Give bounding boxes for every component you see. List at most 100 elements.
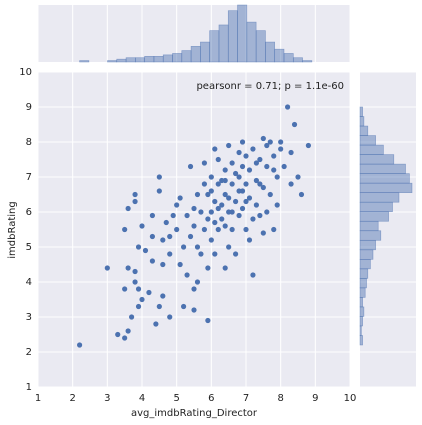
scatter-point	[222, 223, 228, 229]
histogram-bar	[274, 48, 285, 63]
histogram-bar	[283, 53, 294, 63]
scatter-point	[201, 226, 207, 233]
scatter-point	[194, 244, 201, 250]
histogram-bar	[359, 259, 371, 270]
scatter-point	[132, 191, 138, 198]
scatter-point	[295, 174, 301, 180]
histogram-bar	[359, 325, 362, 336]
scatter-point	[139, 223, 145, 229]
x-tick-label: 2	[69, 393, 75, 404]
top-marginal-bg	[38, 5, 350, 62]
scatter-point	[184, 212, 190, 219]
scatter-point	[115, 331, 121, 338]
scatter-point	[191, 205, 197, 212]
scatter-point	[205, 317, 211, 324]
histogram-bar	[359, 201, 393, 213]
scatter-point	[167, 314, 173, 320]
scatter-point	[208, 174, 214, 180]
histogram-bar	[125, 57, 136, 63]
histogram-bar	[246, 21, 257, 63]
scatter-point	[233, 198, 239, 205]
scatter-point	[219, 216, 225, 222]
scatter-point	[177, 195, 183, 201]
x-tick-label: 6	[208, 393, 214, 404]
scatter-point	[229, 181, 235, 187]
y-tick-label: 4	[26, 277, 32, 288]
scatter-point	[212, 146, 218, 152]
y-axis-label: imdbRating	[7, 201, 18, 258]
y-tick-label: 10	[19, 67, 32, 78]
scatter-point	[250, 216, 256, 222]
histogram-bar	[359, 182, 413, 193]
scatter-point	[267, 139, 273, 145]
x-tick-label: 4	[139, 393, 145, 404]
histogram-bar	[218, 24, 229, 63]
histogram-bar	[292, 57, 303, 63]
histogram-bar	[359, 268, 369, 279]
scatter-point	[243, 181, 249, 187]
histogram-bar	[359, 287, 366, 298]
histogram-bar	[200, 41, 210, 63]
scatter-point	[125, 205, 131, 212]
scatter-point	[156, 303, 162, 310]
scatter-point	[257, 156, 263, 163]
scatter-point	[198, 209, 204, 215]
y-tick-label: 3	[26, 312, 32, 323]
scatter-point	[250, 146, 256, 152]
scatter-point	[191, 286, 197, 292]
scatter-point	[253, 160, 259, 166]
scatter-point	[243, 198, 249, 205]
scatter-point	[253, 202, 259, 208]
scatter-point	[246, 195, 253, 201]
histogram-bar	[107, 60, 118, 63]
scatter-point	[177, 261, 183, 268]
histogram-bar	[359, 173, 410, 184]
histogram-bar	[359, 125, 369, 136]
scatter-point	[260, 135, 266, 142]
scatter-point	[274, 174, 280, 180]
x-tick-label: 8	[277, 393, 283, 404]
scatter-point	[174, 226, 180, 233]
y-tick-label: 2	[26, 347, 32, 358]
scatter-point	[77, 342, 83, 348]
histogram-bar	[359, 116, 365, 127]
histogram-bar	[172, 53, 183, 63]
scatter-point	[139, 296, 145, 303]
scatter-point	[271, 226, 277, 233]
histogram-bar	[359, 278, 367, 289]
scatter-point	[239, 205, 246, 212]
histogram-bar	[359, 154, 395, 165]
y-tick-label: 6	[26, 207, 32, 218]
scatter-point	[236, 149, 242, 156]
y-tick-label: 8	[26, 137, 32, 148]
scatter-point	[132, 279, 138, 285]
y-tick-label: 5	[26, 242, 32, 253]
scatter-point	[160, 261, 166, 268]
histogram-bar	[255, 30, 266, 63]
histogram-bar	[144, 55, 155, 63]
scatter-point	[246, 167, 253, 173]
scatter-point	[167, 251, 173, 257]
scatter-point	[205, 191, 211, 198]
scatter-point	[219, 202, 225, 208]
scatter-point	[208, 237, 214, 243]
scatter-point	[271, 167, 277, 173]
histogram-bar	[227, 10, 238, 63]
histogram-bar	[359, 249, 374, 260]
scatter-point	[239, 139, 246, 145]
scatter-point	[104, 265, 110, 271]
x-tick-label: 9	[312, 393, 318, 404]
scatter-point	[288, 149, 294, 156]
histogram-bar	[237, 4, 248, 63]
scatter-point	[125, 328, 131, 334]
histogram-bar	[116, 58, 127, 63]
scatter-point	[146, 289, 152, 296]
scatter-point	[122, 226, 128, 233]
scatter-point	[226, 244, 232, 250]
scatter-point	[174, 202, 180, 208]
scatter-point	[215, 205, 221, 212]
scatter-point	[160, 293, 166, 299]
scatter-point	[229, 209, 235, 215]
y-tick-label: 9	[26, 102, 32, 113]
